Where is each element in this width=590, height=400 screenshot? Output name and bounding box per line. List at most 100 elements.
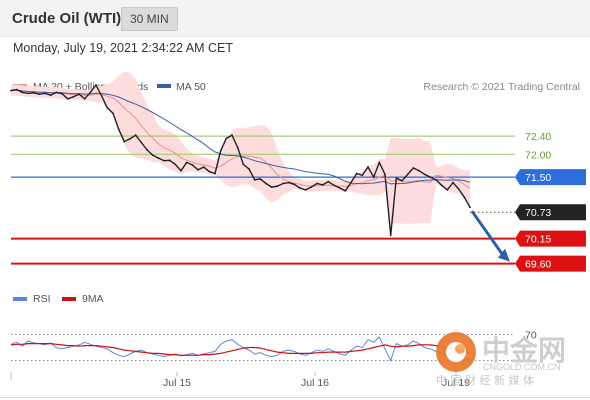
price-point [15,88,18,91]
level-label-box-70.15 [515,230,586,247]
price-point [38,93,41,96]
price-point [140,141,143,144]
price-point [457,188,460,190]
level-label-box-69.60 [515,255,586,272]
price-point [180,169,182,172]
x-tick-label: Jul 15 [163,377,191,389]
price-point [389,234,392,237]
price-point [95,84,97,86]
rsi-line [10,336,471,362]
price-point [157,157,160,159]
x-tick-label: Jul 19 [442,377,470,389]
timestamp: Monday, July 19, 2021 2:34:22 AM CET [13,41,234,55]
rsi-level-label: 70 [525,330,537,342]
price-point [174,163,177,166]
cngold-logo-dot [455,344,465,354]
price-point [253,178,256,181]
price-point [151,154,154,157]
price-point [338,187,341,189]
ma9-legend-swatch [62,297,76,301]
price-point [117,128,120,131]
price-point [10,89,12,92]
price-point [452,181,454,184]
price-point [66,97,69,100]
price-point [72,96,75,98]
price-point [304,189,307,191]
price-point [282,182,284,185]
price-point [106,107,109,109]
price-point [372,176,375,179]
price-point [163,159,165,162]
price-point [321,184,324,186]
price-point [378,161,381,164]
price-point [435,178,437,181]
price-point [100,95,103,97]
price-point [395,177,398,179]
price-point [270,186,273,189]
price-point [55,91,58,94]
price-point [327,180,330,183]
price-point [44,92,46,95]
price-point [185,161,188,164]
price-point [299,187,301,189]
price-point [276,185,279,188]
cngold-watermark: 中金网 CNGOLD.COM.CN 中 国 财 经 新 媒 体 [436,332,566,387]
price-point [219,149,222,152]
x-tick-label: Jul 16 [301,377,329,389]
rsi-legend-label: RSI [33,293,51,305]
price-point [293,183,296,186]
price-point [316,182,318,185]
price-point [418,169,420,172]
price-line [10,83,471,236]
price-point [112,112,114,115]
price-point [225,137,228,140]
forecast-arrow-head [498,248,510,262]
price-point [123,140,126,143]
rsi-panel: 70 [10,330,537,362]
price-point [367,166,369,169]
level-label-70.15: 70.15 [525,234,551,246]
level-label-70.73: 70.73 [525,207,551,219]
price-point [469,206,471,209]
watermark-url: CNGOLD.COM.CN [483,362,561,372]
price-point [361,174,364,177]
rsi-legend-swatch [13,297,27,301]
price-point [83,97,86,100]
price-panel: 72.40 72.00 71.50 70.73 70.15 69.60 [10,71,586,272]
price-point [350,181,352,184]
price-point [406,173,409,176]
level-label-71.50: 71.50 [525,172,551,184]
price-point [191,163,194,166]
price-point [231,134,233,137]
price-point [78,93,80,96]
price-point [423,173,426,176]
price-point [89,91,92,94]
instrument-title: Crude Oil (WTI) [12,10,122,27]
chart-header: Crude Oil (WTI) 30 MIN [0,0,590,37]
price-point [401,179,403,182]
price-point [202,166,205,169]
price-point [384,173,386,176]
price-point [446,189,449,191]
price-point [265,182,267,185]
watermark-tagline: 中 国 财 经 新 媒 体 [436,373,534,387]
price-point [248,168,250,170]
price-point [146,148,148,151]
price-point [463,196,466,199]
level-label-72.00: 72.00 [525,149,551,161]
bottom-divider [0,397,590,398]
price-point [208,170,211,173]
price-point [242,163,245,166]
price-point [355,172,358,175]
watermark-cn-text: 中金网 [482,334,566,367]
price-point [310,186,313,189]
price-point [134,134,137,137]
price-point [259,178,262,180]
ma9-legend-label: 9MA [82,293,104,305]
price-point [412,167,415,169]
price-point [429,176,432,179]
ma50-legend-label: MA 50 [176,81,206,93]
forecast-arrow-shaft [470,210,506,258]
interval-button[interactable]: 30 MIN [121,7,178,31]
